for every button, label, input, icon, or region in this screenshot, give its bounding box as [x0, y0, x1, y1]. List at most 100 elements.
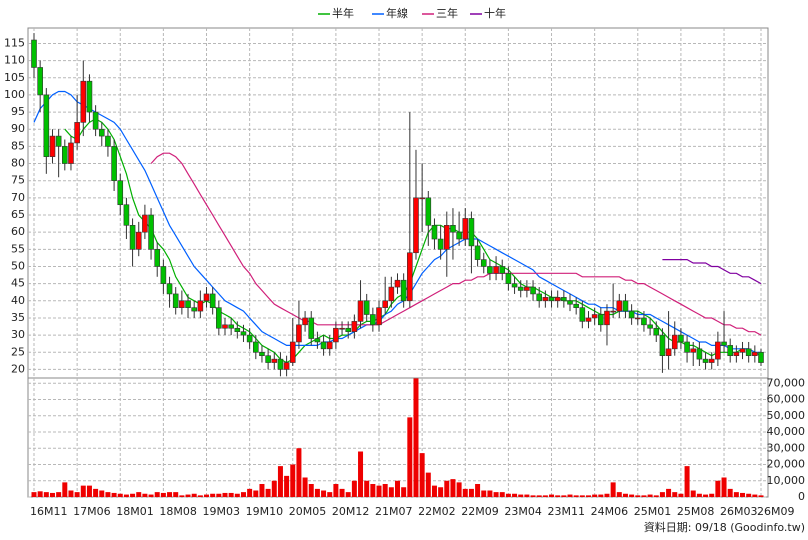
volume-bar	[222, 492, 228, 497]
candle-body	[111, 146, 117, 181]
volume-bar	[684, 466, 690, 497]
candle-body	[289, 341, 296, 363]
volume-bar	[142, 493, 148, 497]
volume-bar	[130, 493, 136, 497]
y-tick-label: 85	[11, 139, 25, 152]
volume-bar	[296, 448, 302, 497]
volume-bar	[752, 494, 758, 497]
volume-bar	[585, 495, 591, 497]
volume-bar	[234, 493, 240, 497]
y2-tick-label: 50,000	[767, 409, 806, 422]
candle-body	[462, 218, 469, 240]
volume-bar	[37, 491, 43, 497]
volume-bar	[629, 494, 635, 497]
y-tick-label: 60	[11, 225, 25, 238]
volume-bar	[197, 495, 203, 497]
candle-body	[326, 341, 333, 350]
candle-body	[542, 297, 549, 302]
candle-body	[591, 314, 598, 319]
volume-bar	[173, 492, 179, 497]
volume-bar	[148, 494, 154, 497]
candle-body	[524, 286, 530, 291]
y-tick-label: 110	[4, 54, 25, 67]
candle-body	[628, 310, 635, 319]
candle-body	[197, 300, 204, 312]
candle-body	[573, 303, 579, 308]
candle-body	[665, 348, 672, 356]
candle-body	[345, 327, 352, 332]
candle-body	[604, 310, 610, 326]
volume-bar	[86, 485, 92, 497]
volume-bar	[321, 490, 327, 497]
volume-bar	[167, 492, 173, 497]
volume-bar	[117, 493, 123, 497]
candle-body	[690, 348, 697, 353]
volume-bar	[74, 492, 80, 497]
volume-bar	[308, 484, 314, 497]
candle-body	[339, 327, 345, 330]
candle-body	[296, 324, 302, 343]
volume-bar	[49, 492, 55, 497]
volume-bar	[487, 490, 493, 497]
volume-bar	[542, 495, 548, 497]
volume-bar	[709, 493, 715, 497]
volume-bar	[56, 492, 62, 497]
volume-bar	[733, 492, 739, 497]
candle-body	[302, 317, 308, 326]
candle-body	[548, 297, 555, 302]
volume-bar	[271, 480, 277, 497]
volume-bar	[456, 482, 462, 497]
y-tick-label: 105	[4, 71, 25, 84]
candle-body	[499, 266, 506, 274]
candle-body	[450, 225, 456, 233]
legend-label: 年線	[386, 6, 408, 20]
volume-bar	[659, 492, 665, 497]
candle-body	[357, 300, 364, 322]
volume-bar	[573, 495, 579, 497]
candle-body	[739, 348, 746, 353]
volume-bar	[240, 492, 246, 497]
candle-body	[431, 225, 438, 240]
candle-body	[752, 351, 758, 356]
candle-body	[166, 283, 173, 295]
volume-bar	[351, 480, 357, 497]
volume-bar	[512, 493, 518, 497]
candle-body	[715, 341, 721, 360]
volume-bar	[604, 493, 610, 497]
candle-body	[505, 273, 512, 284]
volume-bar	[284, 475, 290, 497]
candle-body	[554, 297, 561, 302]
x-tick-label: 26M09	[757, 505, 795, 518]
candle-body	[320, 341, 327, 350]
candle-body	[382, 300, 388, 308]
volume-bar	[549, 494, 555, 497]
candle-body	[388, 286, 395, 302]
volume-bar	[468, 488, 474, 497]
x-tick-label: 26M03	[720, 505, 758, 518]
x-tick-label: 23M11	[548, 505, 586, 518]
volume-bar	[703, 494, 709, 497]
candle-body	[185, 300, 191, 308]
candle-body	[209, 293, 216, 308]
candle-body	[98, 128, 105, 137]
volume-bar	[99, 490, 105, 497]
candle-body	[92, 111, 99, 130]
legend-label: 十年	[484, 6, 506, 20]
volume-bar	[641, 495, 647, 497]
x-tick-label: 25M01	[634, 505, 672, 518]
candle-body	[222, 324, 228, 329]
y-tick-label: 100	[4, 88, 25, 101]
volume-bar	[592, 494, 598, 497]
volume-bar	[481, 490, 487, 497]
candle-body	[671, 334, 678, 350]
candle-body	[585, 317, 592, 322]
candle-body	[678, 334, 684, 343]
volume-bar	[413, 378, 419, 497]
candle-body	[727, 345, 733, 356]
candle-body	[647, 324, 653, 329]
candle-body	[363, 300, 370, 315]
candle-body	[191, 307, 197, 312]
volume-bar	[610, 482, 616, 497]
volume-bar	[62, 482, 68, 497]
y-tick-label: 75	[11, 174, 25, 187]
